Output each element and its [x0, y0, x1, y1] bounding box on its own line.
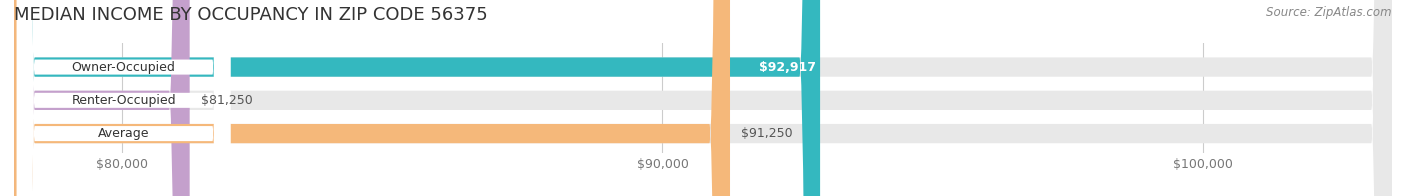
Text: $92,917: $92,917 [759, 61, 815, 74]
FancyBboxPatch shape [14, 0, 730, 196]
Text: MEDIAN INCOME BY OCCUPANCY IN ZIP CODE 56375: MEDIAN INCOME BY OCCUPANCY IN ZIP CODE 5… [14, 6, 488, 24]
FancyBboxPatch shape [14, 0, 190, 196]
FancyBboxPatch shape [17, 0, 231, 196]
FancyBboxPatch shape [17, 0, 231, 196]
FancyBboxPatch shape [14, 0, 1392, 196]
Text: Average: Average [98, 127, 149, 140]
Text: $91,250: $91,250 [741, 127, 793, 140]
FancyBboxPatch shape [14, 0, 1392, 196]
FancyBboxPatch shape [14, 0, 1392, 196]
Text: Owner-Occupied: Owner-Occupied [72, 61, 176, 74]
Text: Source: ZipAtlas.com: Source: ZipAtlas.com [1267, 6, 1392, 19]
FancyBboxPatch shape [14, 0, 820, 196]
Text: $81,250: $81,250 [201, 94, 253, 107]
FancyBboxPatch shape [17, 0, 231, 196]
Text: Renter-Occupied: Renter-Occupied [72, 94, 176, 107]
